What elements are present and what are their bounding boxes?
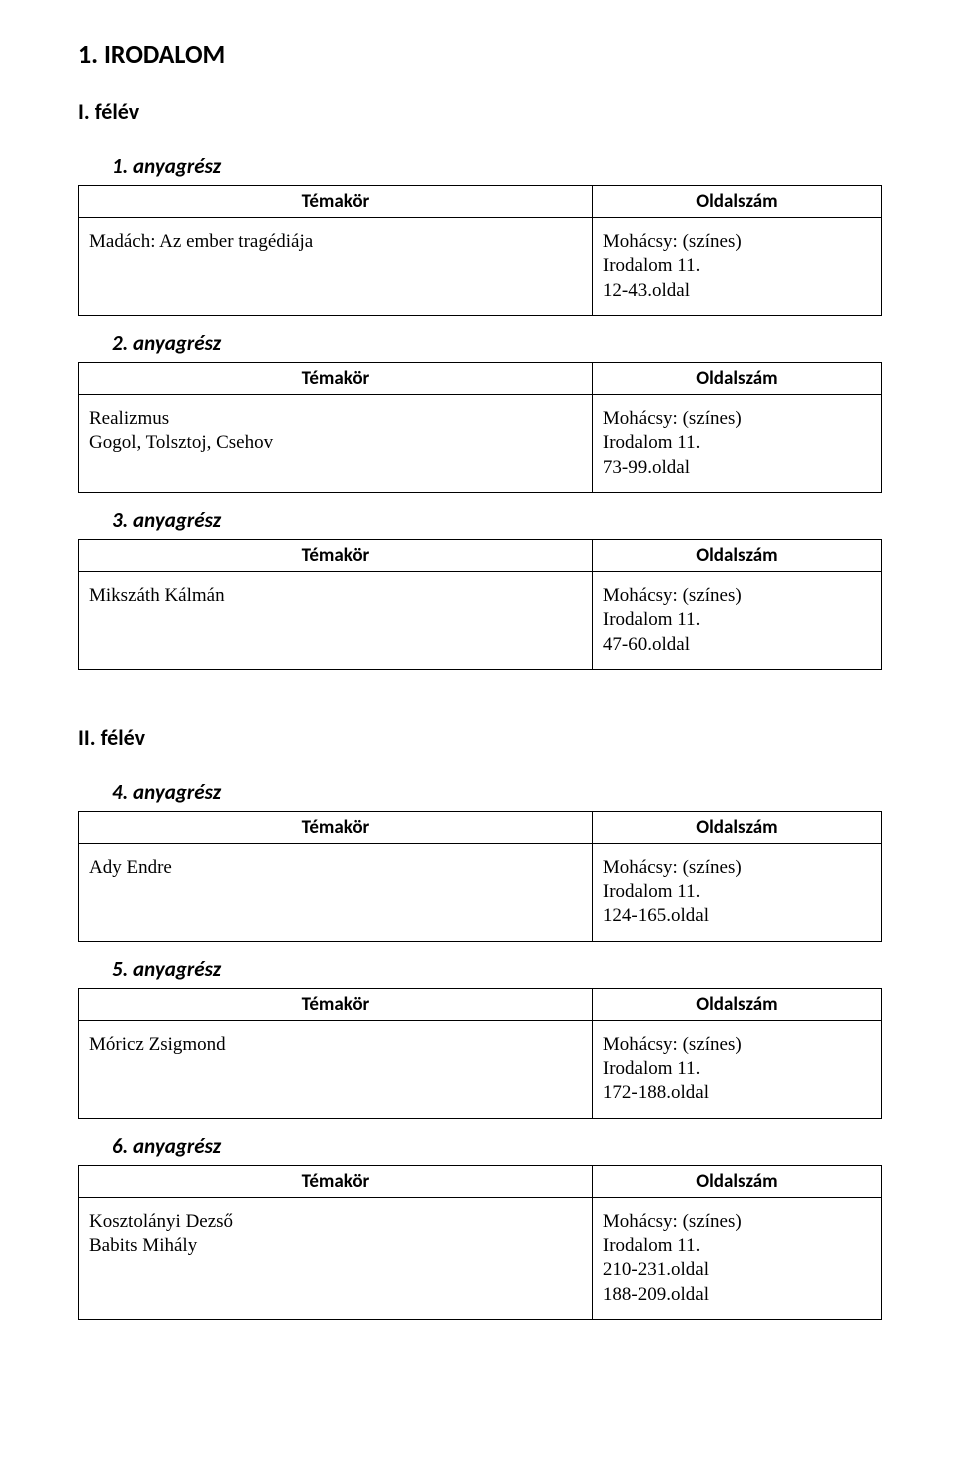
cell-topic: Kosztolányi Dezső Babits Mihály [79,1197,593,1319]
cell-topic: Realizmus Gogol, Tolsztoj, Csehov [79,394,593,492]
cell-topic: Mikszáth Kálmán [79,571,593,669]
cell-topic: Madách: Az ember tragédiája [79,218,593,316]
col-header-page: Oldalszám [592,362,881,394]
section-heading: 1. anyagrész [112,153,882,179]
cell-pages: Mohácsy: (színes) Irodalom 11. 73-99.old… [592,394,881,492]
col-header-page: Oldalszám [592,539,881,571]
cell-topic: Ady Endre [79,843,593,941]
cell-pages: Mohácsy: (színes) Irodalom 11. 124-165.o… [592,843,881,941]
cell-pages: Mohácsy: (színes) Irodalom 11. 210-231.o… [592,1197,881,1319]
col-header-topic: Témakör [79,186,593,218]
col-header-page: Oldalszám [592,811,881,843]
col-header-topic: Témakör [79,539,593,571]
cell-pages: Mohácsy: (színes) Irodalom 11. 12-43.old… [592,218,881,316]
section-table: Témakör Oldalszám Mikszáth Kálmán Mohács… [78,539,882,670]
section-table: Témakör Oldalszám Kosztolányi Dezső Babi… [78,1165,882,1320]
semester-heading: I. félév [78,98,882,125]
section-heading: 6. anyagrész [112,1133,882,1159]
col-header-page: Oldalszám [592,1165,881,1197]
cell-pages: Mohácsy: (színes) Irodalom 11. 47-60.old… [592,571,881,669]
section-table: Témakör Oldalszám Móricz Zsigmond Mohács… [78,988,882,1119]
cell-pages: Mohácsy: (színes) Irodalom 11. 172-188.o… [592,1020,881,1118]
col-header-topic: Témakör [79,811,593,843]
cell-topic: Móricz Zsigmond [79,1020,593,1118]
col-header-topic: Témakör [79,1165,593,1197]
section-heading: 4. anyagrész [112,779,882,805]
col-header-topic: Témakör [79,988,593,1020]
section-table: Témakör Oldalszám Realizmus Gogol, Tolsz… [78,362,882,493]
page-title: 1. IRODALOM [78,38,882,70]
section-table: Témakör Oldalszám Ady Endre Mohácsy: (sz… [78,811,882,942]
section-heading: 2. anyagrész [112,330,882,356]
col-header-page: Oldalszám [592,988,881,1020]
section-table: Témakör Oldalszám Madách: Az ember tragé… [78,185,882,316]
semester-heading: II. félév [78,724,882,751]
section-heading: 3. anyagrész [112,507,882,533]
col-header-page: Oldalszám [592,186,881,218]
col-header-topic: Témakör [79,362,593,394]
section-heading: 5. anyagrész [112,956,882,982]
